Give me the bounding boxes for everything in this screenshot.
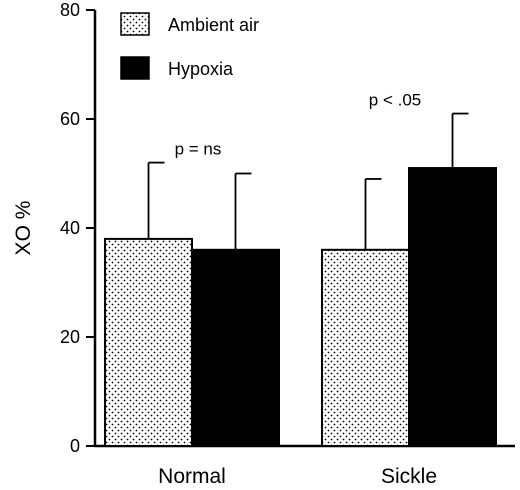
x-tick-label: Normal [158,465,226,488]
significance-annotation: p = ns [175,140,222,159]
y-tick-label: 20 [60,327,80,347]
legend-label: Hypoxia [168,59,234,79]
y-axis-title: XO % [12,201,35,256]
legend-swatch [120,12,150,36]
y-tick-label: 0 [70,436,80,456]
legend: Ambient air Hypoxia [120,12,259,80]
labels: 0 20 40 60 80 XO % Normal Sickle p = ns p < .05 [12,0,437,488]
legend-label: Ambient air [168,15,259,35]
significance-annotation: p < .05 [369,91,421,110]
y-tick-label: 60 [60,109,80,129]
y-tick-label: 80 [60,0,80,20]
bar [191,248,280,447]
y-tick-label: 40 [60,218,80,238]
error-bars [147,112,469,250]
x-tick-label: Sickle [381,465,437,488]
bar [321,248,410,447]
bar [104,237,193,447]
bars [104,167,497,448]
bar [408,167,497,448]
legend-swatch [120,56,150,80]
